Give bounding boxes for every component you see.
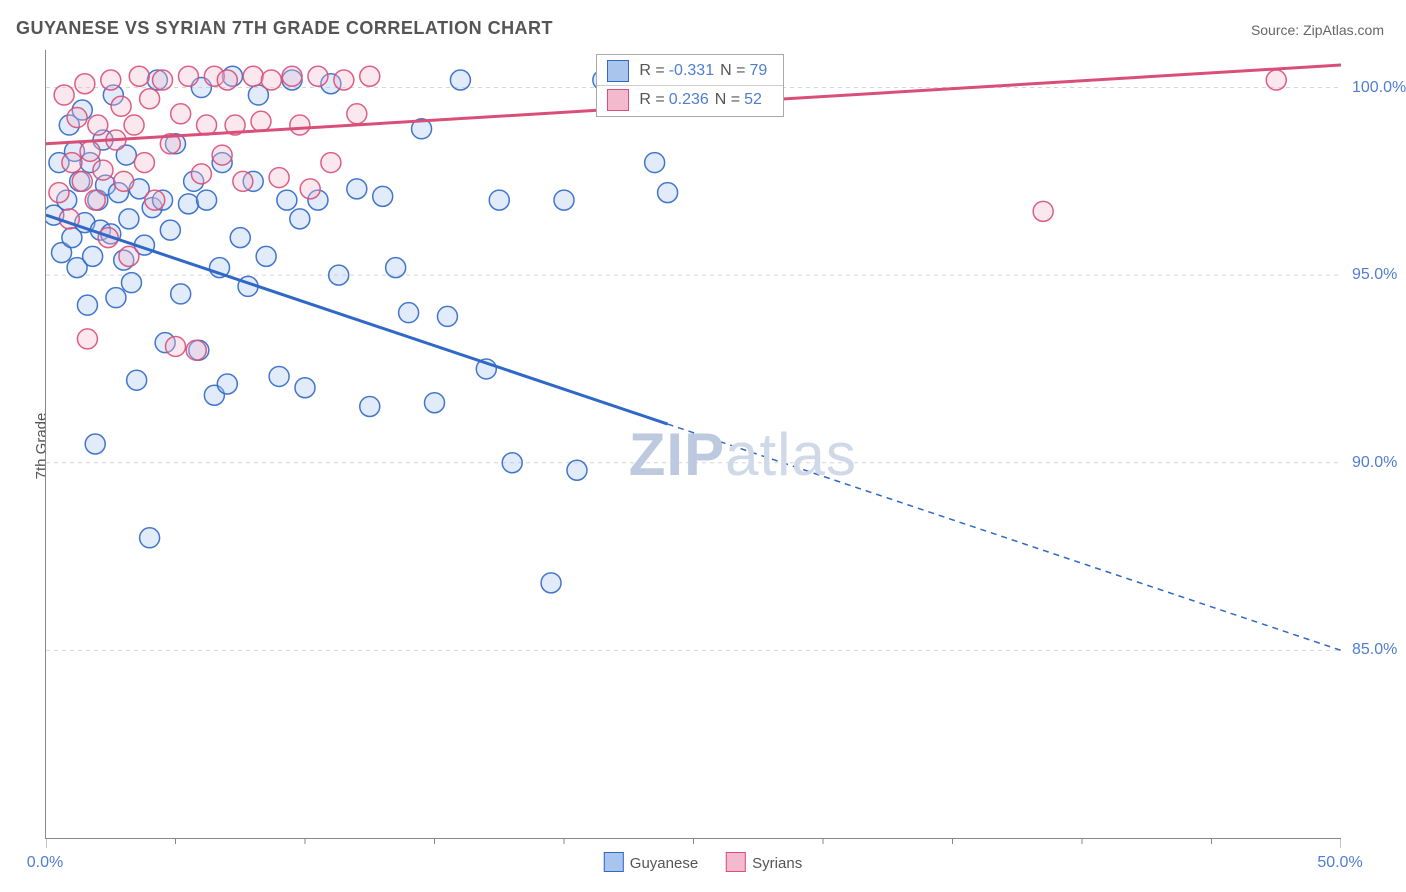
legend-item-syrians: Syrians bbox=[726, 852, 802, 872]
y-tick-label: 90.0% bbox=[1352, 454, 1397, 472]
y-tick-label: 85.0% bbox=[1352, 641, 1397, 659]
scatter-plot-svg bbox=[46, 50, 1341, 852]
x-tick-label: 0.0% bbox=[27, 854, 63, 872]
stat-r-label: R = bbox=[639, 91, 664, 109]
stat-n-label: N = bbox=[715, 91, 740, 109]
series-legend: Guyanese Syrians bbox=[604, 852, 802, 872]
legend-label-syrians: Syrians bbox=[752, 855, 802, 872]
source-name: ZipAtlas.com bbox=[1303, 22, 1384, 38]
legend-label-guyanese: Guyanese bbox=[630, 855, 698, 872]
stat-legend-row-guyanese: R = -0.331 N = 79 bbox=[597, 57, 783, 85]
chart-plot-area: ZIPatlas R = -0.331 N = 79R = 0.236 N = … bbox=[45, 50, 1341, 839]
legend-swatch-syrians bbox=[726, 852, 746, 872]
stat-n-value-guyanese: 79 bbox=[749, 62, 767, 80]
statistics-legend: R = -0.331 N = 79R = 0.236 N = 52 bbox=[596, 54, 784, 117]
chart-container: GUYANESE VS SYRIAN 7TH GRADE CORRELATION… bbox=[0, 0, 1406, 892]
stat-r-value-guyanese: -0.331 bbox=[669, 62, 714, 80]
stat-legend-swatch-guyanese bbox=[607, 60, 629, 82]
source-attribution: Source: ZipAtlas.com bbox=[1251, 22, 1384, 38]
x-tick-label: 50.0% bbox=[1317, 854, 1362, 872]
chart-title: GUYANESE VS SYRIAN 7TH GRADE CORRELATION… bbox=[16, 18, 553, 39]
y-tick-label: 95.0% bbox=[1352, 266, 1397, 284]
stat-n-label: N = bbox=[720, 62, 745, 80]
source-prefix: Source: bbox=[1251, 22, 1303, 38]
legend-swatch-guyanese bbox=[604, 852, 624, 872]
stat-r-label: R = bbox=[639, 62, 664, 80]
stat-n-value-syrians: 52 bbox=[744, 91, 762, 109]
stat-legend-row-syrians: R = 0.236 N = 52 bbox=[597, 85, 783, 114]
y-tick-label: 100.0% bbox=[1352, 79, 1406, 97]
stat-r-value-syrians: 0.236 bbox=[669, 91, 709, 109]
legend-item-guyanese: Guyanese bbox=[604, 852, 698, 872]
stat-legend-swatch-syrians bbox=[607, 89, 629, 111]
